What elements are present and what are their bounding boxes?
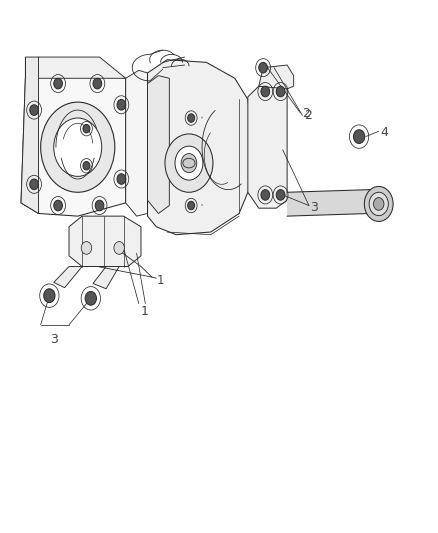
Ellipse shape — [379, 193, 386, 215]
Circle shape — [368, 192, 388, 216]
Circle shape — [30, 105, 39, 115]
Text: 2: 2 — [302, 107, 310, 120]
Circle shape — [117, 174, 125, 184]
Circle shape — [44, 289, 55, 303]
Circle shape — [85, 292, 96, 305]
Text: 3: 3 — [49, 333, 57, 346]
Circle shape — [53, 78, 62, 89]
Circle shape — [95, 200, 104, 211]
Circle shape — [53, 118, 102, 176]
Circle shape — [41, 102, 115, 192]
Circle shape — [187, 114, 194, 122]
Circle shape — [83, 161, 90, 170]
Polygon shape — [286, 190, 369, 216]
Circle shape — [93, 78, 102, 89]
Text: 1: 1 — [156, 274, 163, 287]
Ellipse shape — [376, 188, 389, 220]
Polygon shape — [147, 60, 252, 235]
Circle shape — [258, 62, 267, 73]
Circle shape — [114, 241, 124, 254]
Polygon shape — [25, 57, 125, 78]
Polygon shape — [69, 216, 141, 266]
Circle shape — [373, 198, 383, 211]
Polygon shape — [147, 76, 169, 214]
Circle shape — [181, 154, 196, 173]
Polygon shape — [21, 68, 125, 216]
Polygon shape — [21, 57, 39, 214]
Circle shape — [165, 134, 212, 192]
Circle shape — [117, 100, 125, 110]
Polygon shape — [93, 266, 119, 289]
Text: 1: 1 — [141, 305, 148, 318]
Circle shape — [175, 146, 202, 180]
Polygon shape — [125, 70, 147, 216]
Circle shape — [187, 201, 194, 210]
Circle shape — [276, 190, 284, 200]
Circle shape — [353, 130, 364, 143]
Circle shape — [364, 187, 392, 221]
Circle shape — [260, 86, 269, 97]
Circle shape — [83, 124, 90, 133]
Polygon shape — [53, 266, 82, 288]
Text: 3: 3 — [310, 200, 318, 214]
Circle shape — [53, 200, 62, 211]
Circle shape — [260, 190, 269, 200]
Polygon shape — [247, 84, 286, 208]
Text: 2: 2 — [304, 109, 312, 122]
Polygon shape — [258, 65, 293, 89]
Circle shape — [81, 241, 92, 254]
Circle shape — [30, 179, 39, 190]
Text: 4: 4 — [379, 126, 387, 139]
Circle shape — [276, 86, 284, 97]
